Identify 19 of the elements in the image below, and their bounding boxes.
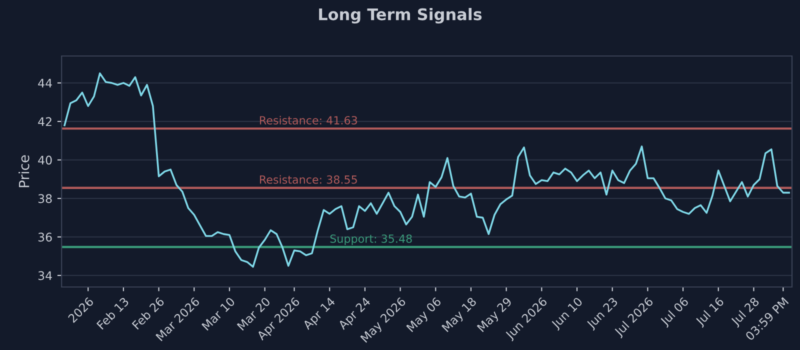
x-tick-label: Jul 06: [659, 296, 691, 328]
ref-line-label: Resistance: 38.55: [260, 175, 357, 184]
y-axis-title: Price: [18, 155, 30, 188]
y-tick-label: 44: [38, 78, 52, 88]
y-tick-label: 36: [38, 232, 52, 242]
y-tick-label: 38: [38, 194, 52, 204]
x-tick-label: Jul 16: [694, 296, 726, 328]
ref-line-label: Resistance: 41.63: [260, 116, 357, 124]
x-tick-label: Mar 10: [201, 296, 236, 331]
y-tick-label: 34: [38, 271, 52, 280]
ref-line-label: Support: 35.48: [330, 234, 412, 246]
x-tick-label: Jun 10: [550, 296, 584, 331]
y-tick-label: 42: [38, 117, 52, 126]
line-series: [64, 72, 790, 268]
y-tick-label: 40: [38, 156, 52, 165]
x-tick-label: Feb 13: [96, 296, 130, 330]
x-tick-label: Feb 26: [132, 296, 165, 330]
x-tick-label: Apr 14: [302, 296, 338, 332]
chart-title: Long Term Signals: [319, 8, 482, 24]
